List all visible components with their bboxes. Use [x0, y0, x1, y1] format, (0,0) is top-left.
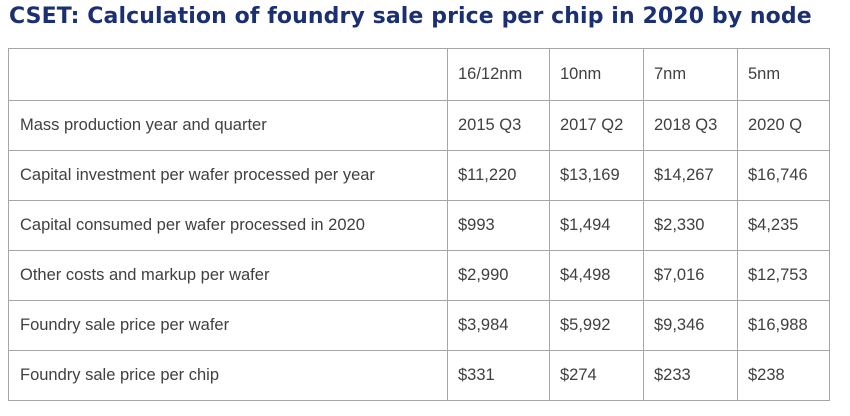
- table-row: Capital consumed per wafer processed in …: [8, 200, 830, 251]
- page-title: CSET: Calculation of foundry sale price …: [9, 4, 812, 29]
- table-cell: $4,235: [737, 200, 830, 251]
- table-cell: $3,984: [447, 300, 550, 351]
- row-label-other-costs: Other costs and markup per wafer: [8, 250, 448, 301]
- row-label-price-per-wafer: Foundry sale price per wafer: [8, 300, 448, 351]
- table-cell: $2,330: [643, 200, 738, 251]
- row-label-mass-production: Mass production year and quarter: [8, 100, 448, 151]
- header-10nm: 10nm: [549, 48, 644, 101]
- row-label-capital-investment: Capital investment per wafer processed p…: [8, 150, 448, 201]
- table-cell: $12,753: [737, 250, 830, 301]
- table-cell: $11,220: [447, 150, 550, 201]
- table-cell: $1,494: [549, 200, 644, 251]
- table-cell: 2017 Q2: [549, 100, 644, 151]
- table-cell: $5,992: [549, 300, 644, 351]
- table-cell: $2,990: [447, 250, 550, 301]
- header-5nm: 5nm: [737, 48, 830, 101]
- foundry-price-table: 16/12nm 10nm 7nm 5nm Mass production yea…: [8, 48, 830, 401]
- table-cell: 2018 Q3: [643, 100, 738, 151]
- header-row: 16/12nm 10nm 7nm 5nm: [8, 48, 830, 101]
- table-row: Other costs and markup per wafer $2,990 …: [8, 250, 830, 301]
- table-row: Mass production year and quarter 2015 Q3…: [8, 100, 830, 151]
- table-cell: $7,016: [643, 250, 738, 301]
- table-cell: $331: [447, 350, 550, 401]
- table-cell: $233: [643, 350, 738, 401]
- table-row: Foundry sale price per chip $331 $274 $2…: [8, 350, 830, 401]
- table-row: Capital investment per wafer processed p…: [8, 150, 830, 201]
- table-cell: $16,988: [737, 300, 830, 351]
- header-corner-cell: [8, 48, 448, 101]
- table-cell: $238: [737, 350, 830, 401]
- table-cell: $14,267: [643, 150, 738, 201]
- row-label-price-per-chip: Foundry sale price per chip: [8, 350, 448, 401]
- row-label-capital-consumed: Capital consumed per wafer processed in …: [8, 200, 448, 251]
- table-cell: $993: [447, 200, 550, 251]
- table-cell: 2015 Q3: [447, 100, 550, 151]
- table-cell: $274: [549, 350, 644, 401]
- table-cell: $4,498: [549, 250, 644, 301]
- table-cell: $13,169: [549, 150, 644, 201]
- table-cell: $16,746: [737, 150, 830, 201]
- header-16-12nm: 16/12nm: [447, 48, 550, 101]
- table-cell: $9,346: [643, 300, 738, 351]
- table-cell: 2020 Q: [737, 100, 830, 151]
- header-7nm: 7nm: [643, 48, 738, 101]
- table-row: Foundry sale price per wafer $3,984 $5,9…: [8, 300, 830, 351]
